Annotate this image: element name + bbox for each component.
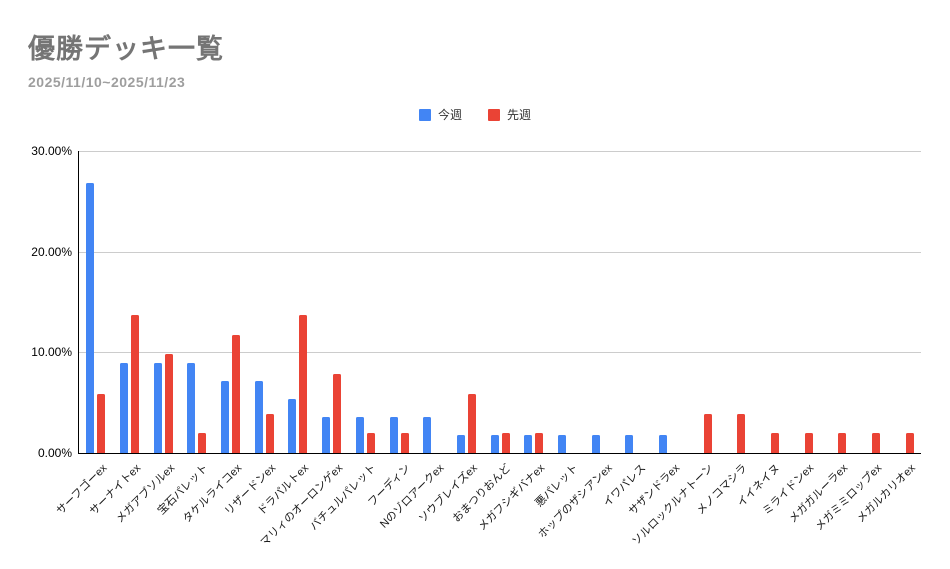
bar-group bbox=[349, 151, 383, 453]
bar-group bbox=[79, 151, 113, 453]
legend-item-this-week[interactable]: 今週 bbox=[418, 106, 462, 123]
bar-last-week[interactable] bbox=[265, 413, 274, 453]
gridline bbox=[79, 151, 921, 152]
bar-this-week[interactable] bbox=[490, 434, 499, 453]
legend-item-last-week[interactable]: 先週 bbox=[488, 106, 531, 123]
legend-label-last-week: 先週 bbox=[507, 108, 532, 122]
bar-group bbox=[517, 151, 551, 453]
bar-this-week[interactable] bbox=[254, 381, 263, 453]
bar-last-week[interactable] bbox=[232, 334, 241, 453]
bar-this-week[interactable] bbox=[187, 363, 196, 453]
bar-group bbox=[584, 151, 618, 453]
bar-this-week[interactable] bbox=[659, 434, 668, 453]
x-axis: サーフゴーex サーナイトex メガアブソルex 宝石パレット タケルライコex リザード… bbox=[54, 453, 920, 569]
bar-this-week[interactable] bbox=[221, 381, 230, 453]
bar-this-week[interactable] bbox=[423, 417, 432, 453]
bar-last-week[interactable] bbox=[737, 413, 746, 453]
gridline bbox=[79, 251, 921, 253]
bar-this-week[interactable] bbox=[557, 434, 566, 453]
bar-last-week[interactable] bbox=[198, 433, 207, 453]
bar-last-week[interactable] bbox=[131, 314, 140, 453]
bar-group bbox=[247, 151, 281, 453]
bar-this-week[interactable] bbox=[456, 434, 465, 453]
bar-last-week[interactable] bbox=[804, 433, 813, 453]
bar-group bbox=[753, 151, 787, 453]
y-axis: 0.00% 10.00% 20.00% 30.00% bbox=[0, 144, 72, 460]
y-axis-label: 0.00% bbox=[37, 446, 72, 460]
bar-group bbox=[652, 151, 686, 453]
bar-group bbox=[180, 151, 214, 453]
bar-last-week[interactable] bbox=[333, 374, 342, 453]
bar-group bbox=[416, 151, 450, 453]
bar-last-week[interactable] bbox=[97, 393, 106, 453]
bar-group bbox=[854, 151, 888, 453]
bar-last-week[interactable] bbox=[467, 393, 476, 453]
bar-this-week[interactable] bbox=[591, 434, 600, 453]
bar-this-week[interactable] bbox=[524, 434, 533, 453]
chart-title: 優勝デッキ一覧 bbox=[28, 34, 224, 64]
bar-group bbox=[820, 151, 854, 453]
bar-this-week[interactable] bbox=[355, 417, 364, 453]
gridline bbox=[79, 352, 921, 354]
bar-group bbox=[786, 151, 820, 453]
y-axis-label: 20.00% bbox=[31, 244, 72, 259]
bar-last-week[interactable] bbox=[366, 433, 375, 453]
y-axis-label: 10.00% bbox=[31, 345, 72, 360]
legend-label-this-week: 今週 bbox=[437, 108, 462, 122]
bar-group bbox=[618, 151, 652, 453]
legend-swatch-last-week bbox=[488, 108, 500, 121]
bar-group bbox=[315, 151, 349, 453]
bar-group bbox=[685, 151, 719, 453]
bar-group bbox=[146, 151, 180, 453]
bar-last-week[interactable] bbox=[299, 314, 308, 453]
bar-last-week[interactable] bbox=[905, 433, 914, 453]
legend: 今週 先週 bbox=[0, 106, 950, 123]
bar-last-week[interactable] bbox=[771, 433, 780, 453]
bar-group bbox=[551, 151, 585, 453]
bar-this-week[interactable] bbox=[389, 417, 398, 453]
bar-this-week[interactable] bbox=[120, 363, 129, 453]
bar-group bbox=[113, 151, 147, 453]
bar-group bbox=[888, 151, 922, 453]
bar-group bbox=[719, 151, 753, 453]
bar-last-week[interactable] bbox=[838, 433, 847, 453]
bar-last-week[interactable] bbox=[872, 433, 881, 453]
bar-last-week[interactable] bbox=[535, 433, 544, 453]
bar-this-week[interactable] bbox=[625, 434, 634, 453]
bar-group bbox=[483, 151, 517, 453]
bar-group bbox=[450, 151, 484, 453]
bar-this-week[interactable] bbox=[322, 417, 331, 453]
bar-groups bbox=[79, 151, 921, 453]
plot-area bbox=[78, 151, 921, 454]
bar-group bbox=[214, 151, 248, 453]
bar-group bbox=[382, 151, 416, 453]
bar-this-week[interactable] bbox=[86, 183, 95, 453]
legend-swatch-this-week bbox=[418, 108, 431, 121]
bar-group bbox=[281, 151, 315, 453]
chart-subtitle: 2025/11/10~2025/11/23 bbox=[28, 74, 186, 90]
y-axis-label: 30.00% bbox=[31, 144, 72, 158]
bar-last-week[interactable] bbox=[703, 413, 712, 453]
bar-this-week[interactable] bbox=[288, 399, 297, 453]
bar-last-week[interactable] bbox=[501, 433, 510, 453]
bar-this-week[interactable] bbox=[153, 363, 162, 453]
bar-last-week[interactable] bbox=[400, 433, 409, 453]
bar-last-week[interactable] bbox=[164, 354, 173, 453]
